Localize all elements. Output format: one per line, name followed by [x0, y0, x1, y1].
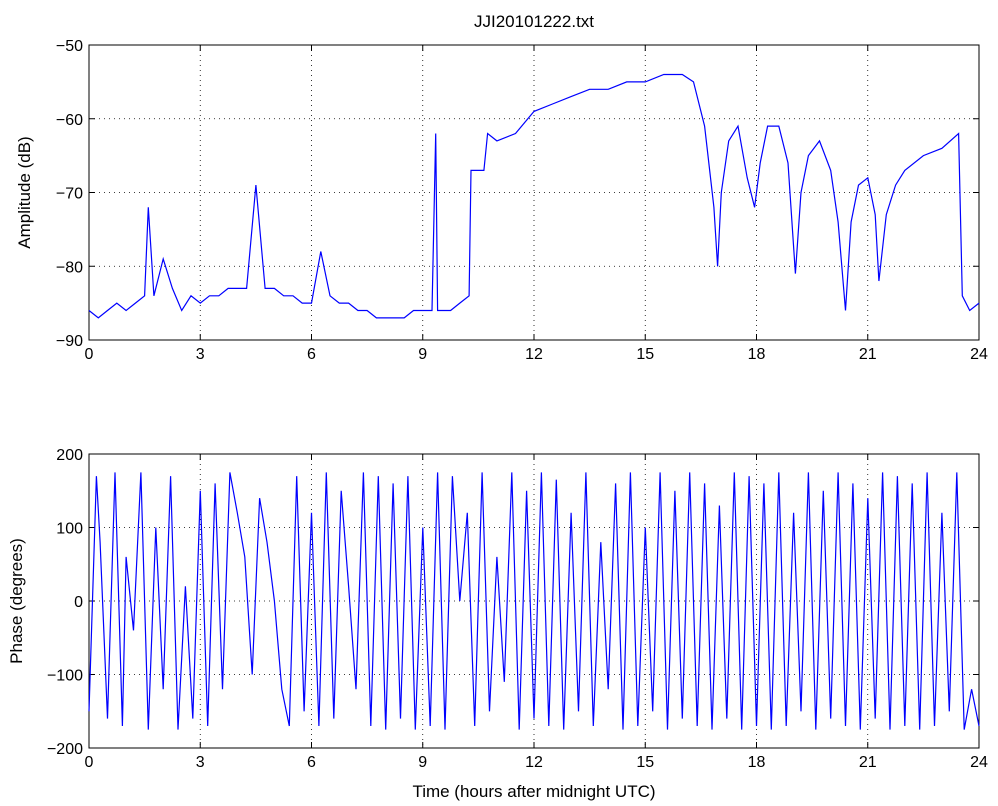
y-tick-label: −90	[56, 333, 83, 350]
x-tick-label: 24	[970, 346, 988, 363]
y-tick-label: −50	[56, 38, 83, 55]
x-axis-label: Time (hours after midnight UTC)	[412, 782, 655, 801]
y-tick-label: 100	[56, 521, 83, 538]
x-tick-label: 12	[525, 346, 543, 363]
x-tick-label: 3	[196, 754, 205, 771]
x-tick-label: 0	[85, 346, 94, 363]
series-line	[88, 73, 980, 319]
x-tick-label: 21	[859, 346, 877, 363]
phase-plot: 0 3 6 9 12 15 18 21 24 200 100 0 −100 −200 Phase (degr…	[7, 447, 988, 771]
y-tick-label: −80	[56, 259, 83, 276]
x-tick-label: 24	[970, 754, 988, 771]
y-tick-label: −200	[47, 741, 83, 758]
x-tick-label: 15	[636, 346, 654, 363]
y-tick-label: 0	[74, 594, 83, 611]
y-tick-label: −100	[47, 668, 83, 685]
y-axis-label: Phase (degrees)	[7, 538, 26, 664]
x-tick-label: 15	[636, 754, 654, 771]
x-tick-label: 6	[307, 346, 316, 363]
y-axis-label: Amplitude (dB)	[15, 136, 34, 248]
amplitude-plot: 0 3 6 9 12 15 18 21 24 −50 −60 −70 −80 −90 Amplitude (…	[15, 38, 988, 363]
x-tick-label: 9	[418, 754, 427, 771]
x-tick-label: 0	[85, 754, 94, 771]
x-tick-label: 6	[307, 754, 316, 771]
y-tick-label: −60	[56, 112, 83, 129]
chart-title: JJI20101222.txt	[474, 12, 594, 31]
x-tick-label: 18	[748, 754, 766, 771]
x-tick-label: 18	[748, 346, 766, 363]
x-tick-label: 9	[418, 346, 427, 363]
y-tick-label: −70	[56, 186, 83, 203]
y-tick-label: 200	[56, 447, 83, 464]
x-tick-label: 21	[859, 754, 877, 771]
x-tick-label: 3	[196, 346, 205, 363]
series-line	[88, 472, 980, 730]
x-tick-label: 12	[525, 754, 543, 771]
